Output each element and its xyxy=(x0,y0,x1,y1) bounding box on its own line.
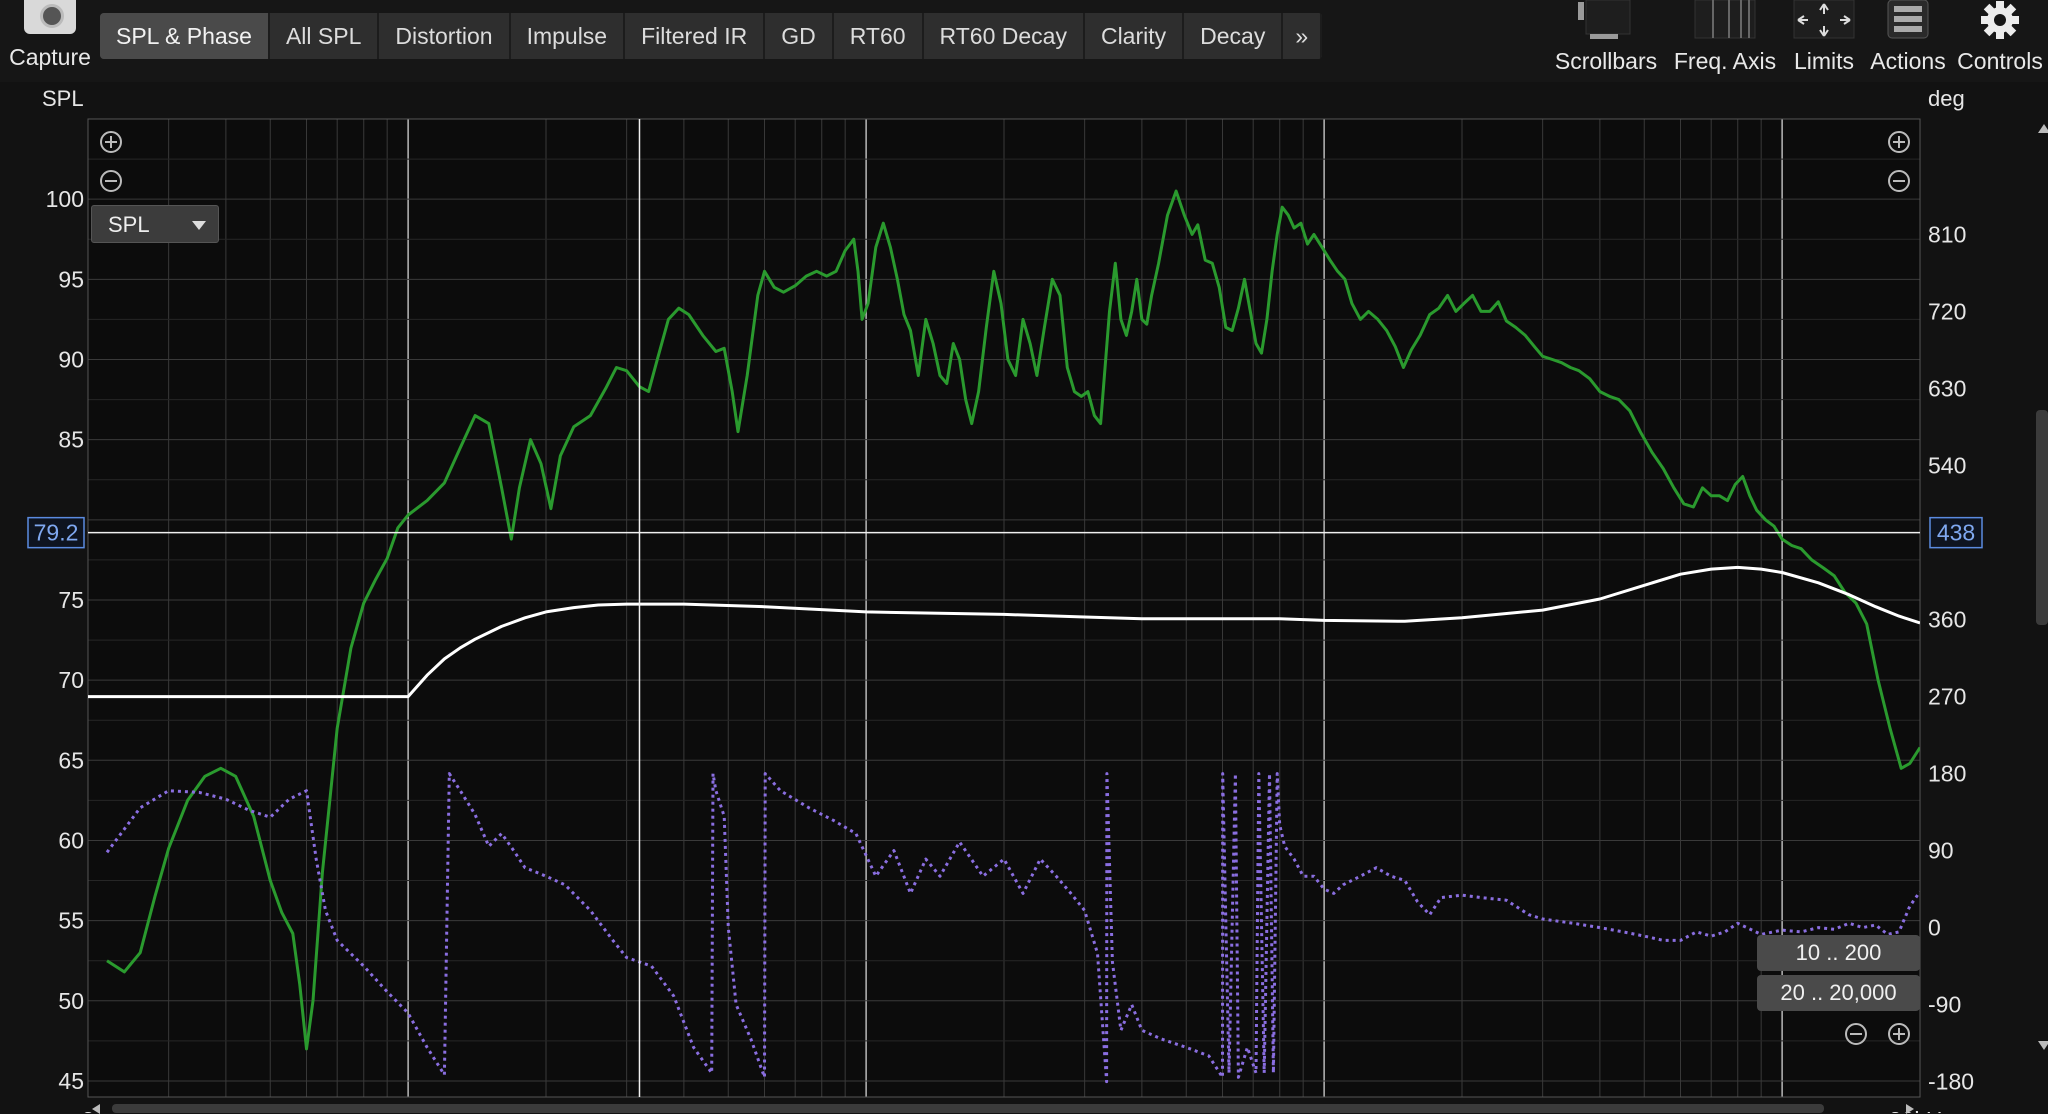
cursor-lines xyxy=(88,119,1920,1097)
cursor-y-label-box xyxy=(27,516,85,549)
toolbar: Capture SPL & Phase All SPL Distortion Impu… xyxy=(0,0,2048,82)
y-tick-label-left: 50 xyxy=(58,988,84,1014)
scrollbars-button[interactable]: Scrollbars xyxy=(1548,0,1664,82)
zoom-in-icon[interactable] xyxy=(100,131,122,153)
limits-icon xyxy=(1793,0,1855,39)
cursor-right-label-box xyxy=(1929,516,1983,549)
vertical-scrollbar[interactable] xyxy=(2036,410,2048,625)
tab-decay[interactable]: Decay xyxy=(1184,13,1284,59)
y-tick-label-right: 270 xyxy=(1928,684,1966,710)
y-tick-label-left: 75 xyxy=(58,587,84,613)
camera-icon xyxy=(24,0,76,34)
scroll-left-arrow-icon[interactable] xyxy=(92,1104,100,1114)
capture-label: Capture xyxy=(9,44,91,70)
freq-axis-icon xyxy=(1694,0,1756,39)
scrollbars-label: Scrollbars xyxy=(1554,48,1658,74)
cursor-y-label: 79.2 xyxy=(34,520,79,546)
capture-button[interactable]: Capture xyxy=(0,0,100,82)
x-tick-label: 2 xyxy=(82,1107,95,1113)
range-button-10-200[interactable]: 10 .. 200 xyxy=(1757,935,1920,971)
right-axis-title: deg xyxy=(1928,86,1965,111)
y-tick-label-left: 85 xyxy=(58,427,84,453)
tab-impulse[interactable]: Impulse xyxy=(510,13,626,59)
tab-all-spl[interactable]: All SPL xyxy=(269,13,380,59)
y-tick-label-left: 100 xyxy=(46,186,84,212)
tab-clarity[interactable]: Clarity xyxy=(1084,13,1185,59)
spl-selector-value: SPL xyxy=(108,212,150,237)
y-tick-label-right: -180 xyxy=(1928,1069,1974,1095)
y-tick-label-right: 720 xyxy=(1928,299,1966,325)
scroll-right-arrow-icon[interactable] xyxy=(1906,1104,1914,1114)
controls-label: Controls xyxy=(1957,48,2043,74)
tab-rt60[interactable]: RT60 xyxy=(833,13,924,59)
gear-icon xyxy=(1981,1,2019,39)
limits-button[interactable]: Limits xyxy=(1786,0,1862,82)
y-tick-label-left: 55 xyxy=(58,908,84,934)
phase-curve xyxy=(88,565,1920,699)
y-tick-label-left: 70 xyxy=(58,667,84,693)
controls-button[interactable]: Controls xyxy=(1954,0,2046,82)
actions-icon xyxy=(1887,0,1929,39)
zoom-out-icon[interactable] xyxy=(100,170,122,192)
tab-gd[interactable]: GD xyxy=(765,13,834,59)
horizontal-scrollbar[interactable] xyxy=(112,1104,1824,1113)
y-tick-label-right: 0 xyxy=(1928,915,1941,941)
zoom-in-icon[interactable] xyxy=(1888,131,1910,153)
more-tabs-button[interactable]: » xyxy=(1283,13,1323,59)
freq-axis-button[interactable]: Freq. Axis xyxy=(1668,0,1782,82)
actions-button[interactable]: Actions xyxy=(1866,0,1950,82)
y-tick-label-left: 65 xyxy=(58,747,84,773)
freq-axis-label: Freq. Axis xyxy=(1673,48,1777,74)
graph-tabs: SPL & Phase All SPL Distortion Impulse Filte… xyxy=(100,13,1323,59)
y-tick-label-left: 90 xyxy=(58,346,84,372)
scroll-down-arrow-icon[interactable] xyxy=(2038,1041,2048,1050)
y-tick-label-left: 45 xyxy=(58,1068,84,1094)
spl-phase-chart[interactable]: 45 50 55 60 65 70 75 85 90 95 100 -180 -90 0 90 180 270 3… xyxy=(0,82,2048,1113)
tab-rt60-decay[interactable]: RT60 Decay xyxy=(923,13,1085,59)
series-group xyxy=(88,189,1920,1084)
y-tick-label-left: 60 xyxy=(58,827,84,853)
range-button-20-20000[interactable]: 20 .. 20,000 xyxy=(1757,975,1920,1011)
plot-zoom-icons xyxy=(100,131,1910,1045)
y-tick-label-right: 360 xyxy=(1928,607,1966,633)
cursor-right-label: 438 xyxy=(1937,520,1975,546)
y-tick-label-right: 810 xyxy=(1928,222,1966,248)
tab-filtered-ir[interactable]: Filtered IR xyxy=(625,13,766,59)
x-tick-label: 20kHz xyxy=(1889,1107,1954,1113)
y-tick-label-right: 90 xyxy=(1928,838,1954,864)
actions-label: Actions xyxy=(1870,48,1946,74)
spl-curve xyxy=(106,189,1920,1051)
zoom-out-icon[interactable] xyxy=(1888,170,1910,192)
tab-spl-phase[interactable]: SPL & Phase xyxy=(100,13,270,59)
tab-distortion[interactable]: Distortion xyxy=(379,13,511,59)
limits-label: Limits xyxy=(1793,48,1855,74)
y-tick-label-right: 630 xyxy=(1928,376,1966,402)
zoom-in-icon[interactable] xyxy=(1888,1023,1910,1045)
scrollbars-icon xyxy=(1578,0,1631,39)
excess-phase-curve xyxy=(105,772,1920,1084)
y-tick-label-right: -90 xyxy=(1928,992,1961,1018)
zoom-out-icon[interactable] xyxy=(1845,1023,1867,1045)
spl-selector[interactable]: SPL xyxy=(91,205,219,243)
left-axis-title: SPL xyxy=(42,86,84,111)
scroll-up-arrow-icon[interactable] xyxy=(2038,124,2048,133)
chevron-down-icon xyxy=(192,221,206,230)
y-tick-label-right: 540 xyxy=(1928,453,1966,479)
y-tick-label-left: 95 xyxy=(58,266,84,292)
plot-border xyxy=(87,118,1921,1098)
y-tick-label-right: 180 xyxy=(1928,761,1966,787)
